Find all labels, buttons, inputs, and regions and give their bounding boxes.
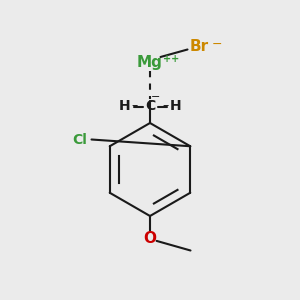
Text: C: C xyxy=(145,100,155,113)
Text: H: H xyxy=(170,100,181,113)
Text: Mg: Mg xyxy=(137,56,163,70)
Text: −: − xyxy=(151,92,160,102)
Text: H: H xyxy=(119,100,130,113)
Text: –: – xyxy=(163,99,169,112)
Text: –: – xyxy=(131,99,137,112)
Text: ++: ++ xyxy=(164,54,180,64)
Text: O: O xyxy=(143,231,157,246)
Text: Cl: Cl xyxy=(72,133,87,146)
Text: Br: Br xyxy=(190,39,209,54)
Text: −: − xyxy=(212,38,222,51)
